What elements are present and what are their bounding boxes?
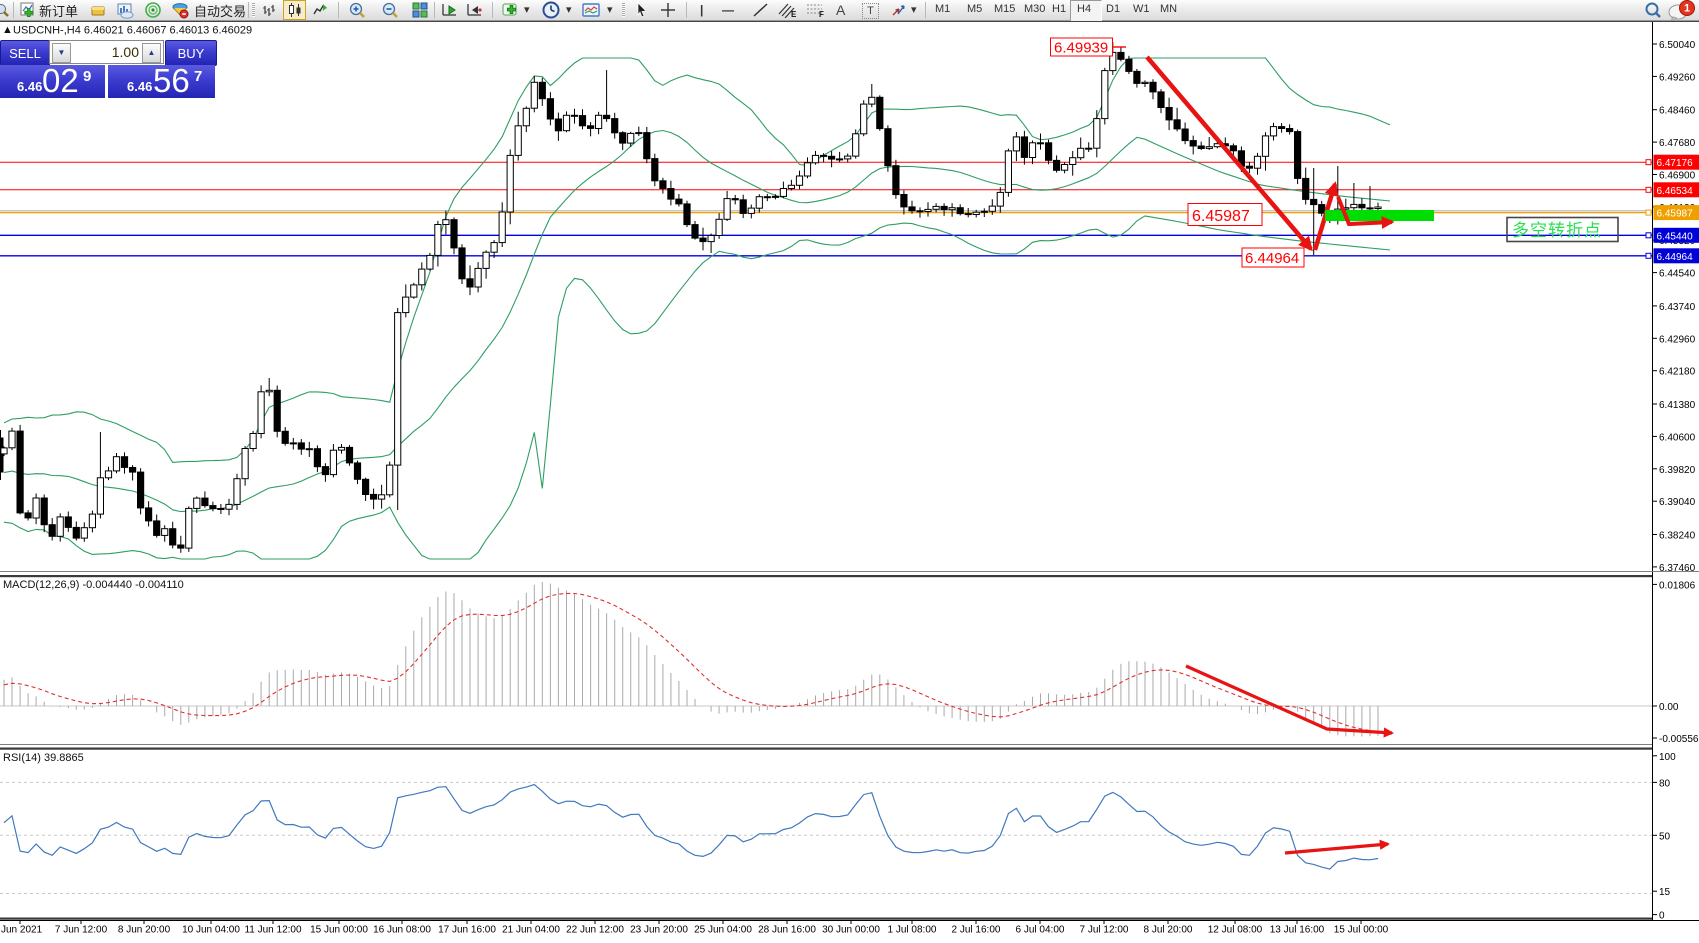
svg-text:6.49260: 6.49260 (1659, 72, 1696, 83)
svg-text:1: 1 (1684, 3, 1690, 15)
svg-text:Jun 2021: Jun 2021 (1, 925, 43, 936)
svg-text:8 Jul 20:00: 8 Jul 20:00 (1144, 925, 1193, 936)
svg-text:-0.005569: -0.005569 (1659, 734, 1699, 745)
svg-text:0.01806: 0.01806 (1659, 580, 1696, 591)
svg-text:F: F (819, 10, 824, 18)
svg-text:USDCNH-,H4 6.46021 6.46067 6.: USDCNH-,H4 6.46021 6.46067 6.46013 6.460… (13, 25, 252, 37)
svg-text:6.41380: 6.41380 (1659, 400, 1696, 411)
svg-text:7 Jul 12:00: 7 Jul 12:00 (1080, 925, 1129, 936)
svg-text:多空转折点: 多空转折点 (1512, 221, 1602, 240)
svg-text:16 Jun 08:00: 16 Jun 08:00 (373, 925, 431, 936)
svg-text:6.43740: 6.43740 (1659, 302, 1696, 313)
svg-text:17 Jun 16:00: 17 Jun 16:00 (438, 925, 496, 936)
svg-text:6.45440: 6.45440 (1657, 231, 1694, 242)
svg-text:6.39040: 6.39040 (1659, 497, 1696, 508)
svg-text:7 Jun 12:00: 7 Jun 12:00 (55, 925, 108, 936)
svg-text:28 Jun 16:00: 28 Jun 16:00 (758, 925, 816, 936)
svg-text:6.46534: 6.46534 (1657, 186, 1694, 197)
svg-text:6.42180: 6.42180 (1659, 367, 1696, 378)
svg-text:6.49939: 6.49939 (1054, 40, 1108, 57)
svg-text:8 Jun 20:00: 8 Jun 20:00 (118, 925, 171, 936)
svg-text:0: 0 (1659, 911, 1665, 922)
svg-text:6.50040: 6.50040 (1659, 40, 1696, 51)
svg-text:30 Jun 00:00: 30 Jun 00:00 (822, 925, 880, 936)
svg-text:E: E (791, 10, 797, 18)
svg-text:15: 15 (1659, 887, 1671, 898)
svg-text:▲: ▲ (2, 24, 13, 36)
svg-text:6.48460: 6.48460 (1659, 106, 1696, 117)
svg-text:6.45987: 6.45987 (1192, 208, 1250, 225)
svg-text:6.44964: 6.44964 (1245, 250, 1299, 267)
svg-text:6.47680: 6.47680 (1659, 138, 1696, 149)
svg-text:6.42960: 6.42960 (1659, 334, 1696, 345)
svg-text:11 Jun 12:00: 11 Jun 12:00 (244, 925, 302, 936)
svg-text:100: 100 (1659, 752, 1676, 763)
svg-text:15 Jul 00:00: 15 Jul 00:00 (1334, 925, 1389, 936)
svg-text:6.39820: 6.39820 (1659, 465, 1696, 476)
svg-text:0.00: 0.00 (1659, 702, 1679, 713)
svg-text:RSI(14) 39.8865: RSI(14) 39.8865 (3, 752, 84, 764)
svg-text:6.40600: 6.40600 (1659, 432, 1696, 443)
svg-text:MACD(12,26,9) -0.004440 -0.004: MACD(12,26,9) -0.004440 -0.004110 (3, 579, 184, 591)
svg-text:21 Jun 04:00: 21 Jun 04:00 (502, 925, 560, 936)
svg-text:25 Jun 04:00: 25 Jun 04:00 (694, 925, 752, 936)
svg-text:6.37460: 6.37460 (1659, 563, 1696, 574)
svg-text:6.44964: 6.44964 (1657, 252, 1694, 263)
svg-text:12 Jul 08:00: 12 Jul 08:00 (1208, 925, 1263, 936)
svg-text:10 Jun 04:00: 10 Jun 04:00 (182, 925, 240, 936)
svg-text:6.46900: 6.46900 (1659, 171, 1696, 182)
svg-text:22 Jun 12:00: 22 Jun 12:00 (566, 925, 624, 936)
svg-text:13 Jul 16:00: 13 Jul 16:00 (1270, 925, 1325, 936)
svg-text:80: 80 (1659, 778, 1671, 789)
svg-text:15 Jun 00:00: 15 Jun 00:00 (310, 925, 368, 936)
svg-text:6 Jul 04:00: 6 Jul 04:00 (1016, 925, 1065, 936)
svg-text:6.45987: 6.45987 (1657, 209, 1694, 220)
svg-text:6.38240: 6.38240 (1659, 531, 1696, 542)
svg-text:50: 50 (1659, 831, 1671, 842)
svg-text:2 Jul 16:00: 2 Jul 16:00 (952, 925, 1001, 936)
svg-text:6.47176: 6.47176 (1657, 158, 1694, 169)
svg-text:6.44540: 6.44540 (1659, 269, 1696, 280)
svg-text:1 Jul 08:00: 1 Jul 08:00 (888, 925, 937, 936)
svg-text:23 Jun 20:00: 23 Jun 20:00 (630, 925, 688, 936)
